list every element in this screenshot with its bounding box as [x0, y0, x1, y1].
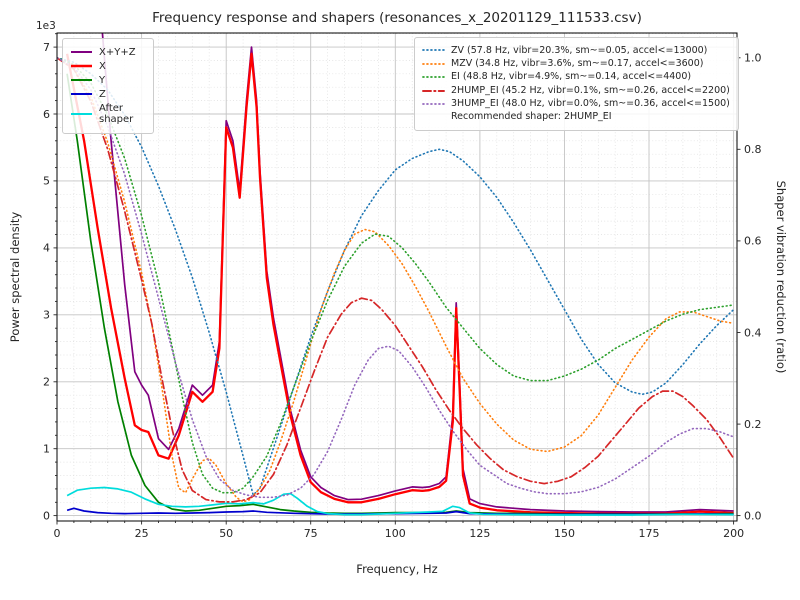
svg-text:150: 150: [554, 527, 575, 540]
svg-text:75: 75: [304, 527, 318, 540]
legend-entry: 2HUMP_EI (45.2 Hz, vibr=0.1%, sm~=0.26, …: [422, 85, 730, 97]
legend-entry: After shaper: [70, 103, 145, 126]
recommended-shaper-text: Recommended shaper: 2HUMP_EI: [451, 111, 612, 123]
legend-line-sample: [422, 89, 445, 92]
legend-entry: Z: [70, 89, 145, 101]
legend-label: 2HUMP_EI (45.2 Hz, vibr=0.1%, sm~=0.26, …: [451, 84, 730, 96]
legend-psd: X+Y+Z X Y Z After shaper: [62, 38, 154, 134]
svg-text:50: 50: [219, 527, 233, 540]
series-psd-x: [65, 52, 734, 515]
legend-line-sample: [71, 93, 92, 96]
legend-line-sample: [422, 62, 445, 65]
svg-text:7: 7: [43, 41, 50, 54]
series-shaper-2hump-ei: [57, 56, 735, 503]
legend-line-sample: [71, 113, 92, 115]
legend-label: ZV (57.8 Hz, vibr=20.3%, sm~=0.05, accel…: [451, 44, 708, 56]
legend-entry: ZV (57.8 Hz, vibr=20.3%, sm~=0.05, accel…: [422, 45, 730, 57]
legend-line-sample: [422, 76, 445, 79]
legend-shapers: ZV (57.8 Hz, vibr=20.3%, sm~=0.05, accel…: [414, 37, 739, 131]
svg-text:5: 5: [43, 175, 50, 188]
legend-entry: MZV (34.8 Hz, vibr=3.6%, sm~=0.17, accel…: [422, 58, 730, 70]
psd-curves: [65, 33, 734, 516]
svg-text:1.0: 1.0: [744, 52, 762, 65]
legend-label: EI (48.8 Hz, vibr=4.9%, sm~=0.14, accel<…: [451, 71, 692, 83]
legend-entry: X: [70, 61, 145, 73]
svg-text:2: 2: [43, 376, 50, 389]
svg-text:125: 125: [469, 527, 490, 540]
legend-entry: Y: [70, 75, 145, 87]
svg-text:0.4: 0.4: [744, 326, 762, 339]
legend-label: 3HUMP_EI (48.0 Hz, vibr=0.0%, sm~=0.36, …: [451, 98, 730, 109]
series-shaper-mzv: [57, 57, 735, 503]
legend-line-sample: [422, 103, 445, 105]
svg-text:6: 6: [43, 108, 50, 121]
legend-line-sample: [71, 79, 92, 82]
shaper-curves: [57, 56, 735, 503]
svg-text:0: 0: [54, 527, 61, 540]
legend-entry: X+Y+Z: [70, 47, 145, 59]
svg-text:0: 0: [43, 509, 50, 522]
svg-text:0.0: 0.0: [744, 509, 762, 522]
series-psd-sum: [101, 33, 734, 513]
legend-entry: EI (48.8 Hz, vibr=4.9%, sm~=0.14, accel<…: [422, 71, 730, 83]
series-shaper-zv: [57, 57, 735, 497]
svg-text:175: 175: [639, 527, 660, 540]
legend-label: Y: [99, 74, 106, 86]
y-axis-label-left: Power spectral density: [8, 211, 22, 343]
svg-text:25: 25: [135, 527, 149, 540]
legend-label: MZV (34.8 Hz, vibr=3.6%, sm~=0.17, accel…: [451, 57, 704, 69]
legend-entry: 3HUMP_EI (48.0 Hz, vibr=0.0%, sm~=0.36, …: [422, 98, 730, 110]
series-psd-after-shaper: [66, 486, 734, 516]
svg-text:1: 1: [43, 443, 50, 456]
svg-text:0.8: 0.8: [744, 143, 762, 156]
legend-label: X+Y+Z: [99, 46, 136, 58]
y-axis-offset-text: 1e3: [36, 20, 56, 32]
legend-label: Z: [99, 88, 106, 100]
x-axis-label: Frequency, Hz: [356, 562, 438, 576]
svg-text:100: 100: [385, 527, 406, 540]
svg-text:0.6: 0.6: [744, 235, 762, 248]
axis-ticks: [53, 33, 741, 525]
legend-label: After shaper: [99, 102, 134, 126]
legend-label: X: [99, 60, 106, 72]
axes-spines: [56, 32, 738, 522]
y-axis-label-right: Shaper vibration reduction (ratio): [774, 180, 788, 374]
legend-line-sample: [71, 65, 92, 68]
legend-note: Recommended shaper: 2HUMP_EI: [422, 111, 730, 123]
svg-text:4: 4: [43, 242, 50, 255]
svg-text:3: 3: [43, 309, 50, 322]
svg-text:200: 200: [723, 527, 744, 540]
chart-title: Frequency response and shapers (resonanc…: [152, 10, 642, 26]
series-shaper-3hump-ei: [57, 57, 735, 499]
legend-line-sample: [422, 49, 445, 52]
legend-line-sample: [71, 51, 92, 54]
tick-labels: 0 25 50 75 100 125 150 175 200 0 1 2 3 4 5 6 7 0.0 0.2 0.4 0…: [43, 41, 762, 540]
svg-text:0.2: 0.2: [744, 418, 762, 431]
series-shaper-ei: [57, 57, 735, 494]
